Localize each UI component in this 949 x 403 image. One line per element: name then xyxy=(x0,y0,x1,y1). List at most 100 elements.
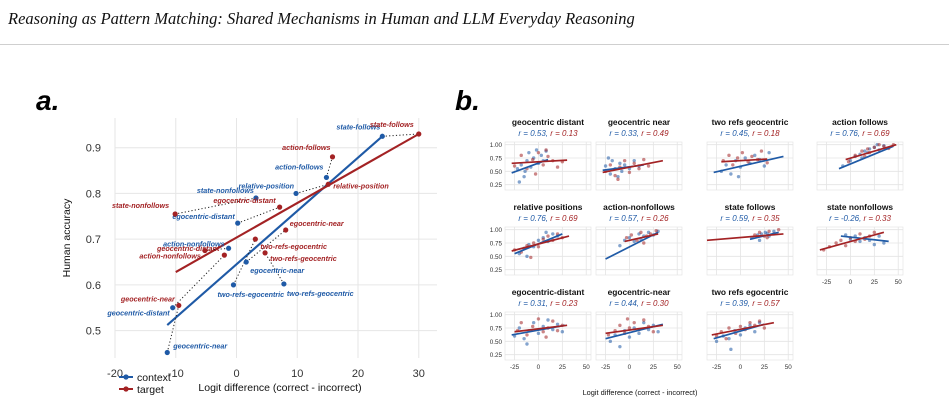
target-point xyxy=(176,302,182,309)
target-point xyxy=(512,164,517,168)
target-point xyxy=(536,150,541,155)
subplot-y-tick-label: 1.00 xyxy=(490,312,503,319)
subplot-title: egocentric-distant xyxy=(512,287,585,297)
r-context: r = 0.57, xyxy=(609,214,641,223)
target-point xyxy=(632,161,636,166)
legend-swatch-dot xyxy=(123,374,129,380)
target-fit-line xyxy=(511,235,570,252)
x-tick-label: 30 xyxy=(413,368,425,380)
subplot-egocentric-near: egocentric-near r = 0.44, r = 0.30 -25 0 25 5… xyxy=(595,287,683,371)
target-point xyxy=(877,142,881,147)
target-point xyxy=(738,324,743,329)
pair-connector xyxy=(175,197,257,215)
subplot-x-tick-label: 50 xyxy=(895,279,903,286)
context-point xyxy=(281,281,287,287)
context-point xyxy=(527,150,531,155)
subplot-r-values: r = 0.33, r = 0.49 xyxy=(609,129,669,138)
subplot-area xyxy=(504,226,592,276)
subplot-r-values: r = 0.39, r = 0.57 xyxy=(720,299,780,308)
target-fit-line xyxy=(721,158,768,163)
target-point-label: egocentric-near xyxy=(290,219,345,228)
target-point xyxy=(858,232,862,236)
subplot-title: geocentric distant xyxy=(512,117,584,127)
context-point xyxy=(632,158,636,163)
subplot-y-tick-label: 0.50 xyxy=(490,169,503,176)
context-point xyxy=(637,331,641,336)
context-point xyxy=(235,220,241,226)
context-point xyxy=(767,150,771,155)
x-axis-label: Logit difference (correct - incorrect) xyxy=(198,382,361,394)
target-point xyxy=(531,324,535,329)
target-point xyxy=(329,154,336,160)
subplot-title: action-nonfollows xyxy=(603,202,675,212)
r-target: r = 0.49 xyxy=(641,129,669,138)
target-point xyxy=(277,204,283,210)
subplot-x-tick-label: 0 xyxy=(628,364,632,371)
subplot-x-tick-label: 50 xyxy=(785,364,793,371)
target-point-label: two-refs-egocentric xyxy=(260,242,327,251)
context-point-label: egocentric-near xyxy=(250,266,305,275)
subplot-x-tick-label: 25 xyxy=(761,364,769,371)
subplot-x-tick-label: 0 xyxy=(537,364,541,371)
context-point xyxy=(753,330,757,334)
subplot-r-values: r = -0.26, r = 0.33 xyxy=(829,214,891,223)
target-fit-line xyxy=(175,133,420,273)
y-tick-label: 0.8 xyxy=(86,188,101,200)
context-point xyxy=(618,243,622,248)
x-tick-label: 20 xyxy=(352,368,364,380)
r-target: r = 0.18 xyxy=(752,129,780,138)
context-point xyxy=(757,238,762,243)
context-point xyxy=(536,331,541,336)
subplot-r-values: r = 0.57, r = 0.26 xyxy=(609,214,669,223)
subplot-y-tick-label: 1.00 xyxy=(490,227,503,234)
target-point xyxy=(776,227,781,232)
context-point xyxy=(523,169,527,174)
context-point-label: action-nonfollows xyxy=(163,239,225,248)
subplot-r-values: r = 0.76, r = 0.69 xyxy=(830,129,890,138)
target-point xyxy=(846,160,851,164)
r-target: r = 0.57 xyxy=(752,299,780,308)
target-fit-line xyxy=(624,233,659,243)
x-tick-label: 0 xyxy=(233,368,239,380)
subplot-y-tick-label: 0.50 xyxy=(490,339,503,346)
context-point xyxy=(546,318,550,322)
context-fit-line xyxy=(605,231,659,260)
panel-b-label: b. xyxy=(455,85,480,116)
subplot-relative-positions: relative positions r = 0.76, r = 0.69 0.25… xyxy=(490,202,592,276)
target-point xyxy=(627,326,632,330)
target-point-label: relative-position xyxy=(333,181,389,190)
context-point xyxy=(727,336,731,341)
context-point xyxy=(603,164,608,168)
subplot-x-tick-label: 0 xyxy=(849,279,853,286)
subplot-two-refs-geocentric: two refs geocentric r = 0.45, r = 0.18 xyxy=(706,117,794,191)
target-point-label: state-follows xyxy=(370,120,414,129)
target-point xyxy=(531,241,536,245)
target-point xyxy=(533,172,538,176)
target-point xyxy=(519,320,523,325)
context-point xyxy=(872,242,877,247)
subplot-y-tick-label: 0.50 xyxy=(490,254,503,261)
target-point xyxy=(629,233,634,237)
r-context: r = 0.45, xyxy=(720,129,752,138)
subplot-x-tick-label: -25 xyxy=(601,364,611,371)
target-point xyxy=(642,241,646,245)
context-point xyxy=(606,156,611,160)
subplot-x-tick-label: 50 xyxy=(583,364,591,371)
target-fit-line xyxy=(711,321,775,336)
subplot-x-tick-label: -25 xyxy=(822,279,832,286)
context-point-label: state-follows xyxy=(336,122,380,131)
target-point xyxy=(860,149,864,153)
target-point xyxy=(632,320,636,325)
context-fit-line xyxy=(713,155,784,174)
context-point xyxy=(620,169,624,174)
subplot-x-tick-label: -25 xyxy=(712,364,722,371)
target-point xyxy=(546,234,550,238)
context-point xyxy=(555,322,560,326)
context-point xyxy=(544,230,548,235)
r-context: r = 0.76, xyxy=(830,129,862,138)
target-point xyxy=(759,149,764,153)
pair-connector xyxy=(204,247,229,252)
pair-connector xyxy=(264,252,285,285)
context-point xyxy=(863,149,867,153)
context-point xyxy=(618,161,622,166)
